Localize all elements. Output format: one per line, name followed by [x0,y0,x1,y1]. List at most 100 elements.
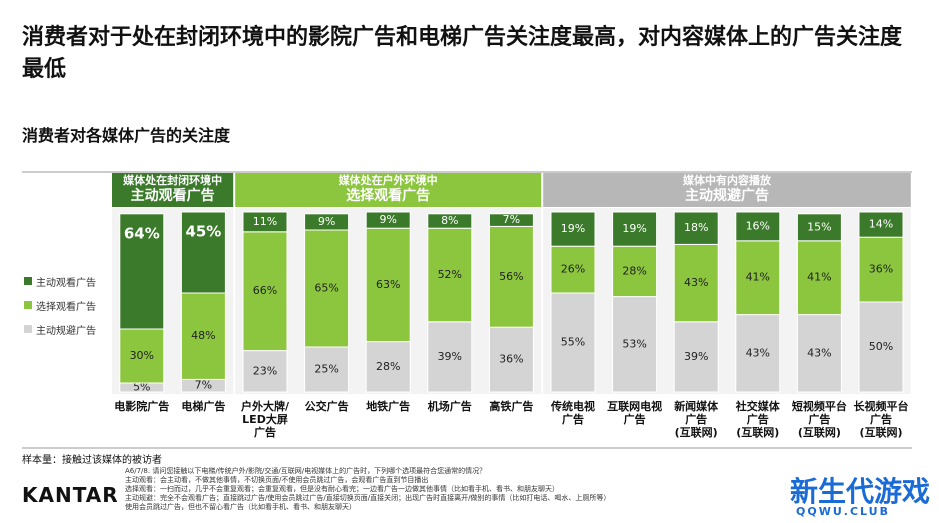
value-label: 15% [807,220,831,233]
legend-swatch [24,277,32,285]
value-label: 63% [376,278,400,291]
bar-segment [242,350,288,393]
value-label: 43% [746,346,770,359]
bar-segment [735,314,781,393]
group-header [543,173,911,207]
value-label: 55% [561,336,585,349]
x-tick-label: 短视频平台 广告 (互联网) [791,400,847,439]
legend-swatch [24,301,32,309]
legend-swatch [24,325,32,333]
bar-segment [673,211,719,245]
bar-segment [796,213,842,242]
x-tick-label: 地铁广告 [366,400,411,413]
x-tick-label: 长视频平台 广告 (互联网) [853,400,909,439]
bar-segment [488,213,534,227]
group-header [112,173,234,207]
x-tick-label: 机场广告 [427,400,472,413]
value-label: 43% [807,346,831,359]
bar-segment [180,211,226,294]
value-label: 28% [376,360,400,373]
legend-label: 主动规避广告 [36,326,96,337]
group-background [543,208,911,394]
bar-segment [796,314,842,393]
bar-segment [488,225,534,328]
x-tick-label: 电梯广告 [181,400,226,413]
page-title: 消费者对于处在封闭环境中的影院广告和电梯广告关注度最高，对内容媒体上的广告关注度… [22,25,903,82]
x-tick-label: 户外大牌/ LED大屏 广告 [240,400,290,439]
value-label: 41% [746,271,770,284]
x-tick-label: 高铁广告 [489,400,534,413]
bar-segment [304,346,350,393]
bar-segment [365,227,411,343]
value-label: 39% [684,350,708,363]
bar-segment [612,211,658,247]
value-label: 64% [124,224,160,242]
value-label: 9% [379,213,396,226]
bar-segment [550,211,596,247]
value-label: 50% [869,340,893,353]
bar-segment [858,211,904,238]
group-title: 主动规避广告 [684,188,769,204]
bar-segment [365,211,411,229]
value-label: 53% [622,337,646,350]
bar-segment [612,245,658,298]
x-tick-label: 公交广告 [304,400,349,413]
bar-segment [304,229,350,348]
value-label: 66% [253,284,277,297]
chart-title: 消费者对各媒体广告的关注度 [22,126,231,145]
value-label: 28% [622,264,646,277]
x-tick-label: 电影院广告 [114,400,170,413]
bar-segment [858,236,904,303]
value-label: 48% [191,329,215,342]
bar-segment [304,213,350,231]
value-label: 45% [185,223,221,241]
bar-segment [119,213,165,330]
group-name: 媒体处在封闭环境中 [123,174,223,187]
value-label: 18% [684,221,708,234]
legend-label: 选择观看广告 [36,302,96,313]
value-label: 36% [499,353,523,366]
value-label: 52% [438,268,462,281]
watermark: 新生代游戏 [790,475,931,508]
value-label: 23% [253,364,277,377]
question-notes: A6/7/8. 请问您接触以下电梯/传统户外/影院/交通/互联网/电视媒体上的广… [125,467,611,511]
group-name: 媒体处在户外环境中 [338,174,438,187]
bar-segment [242,211,288,233]
bar-segment [119,328,165,384]
value-label: 19% [622,222,646,235]
value-label: 7% [195,379,212,392]
value-label: 65% [314,282,338,295]
bar-segment [427,213,473,229]
value-label: 19% [561,222,585,235]
group-title: 选择观看广告 [346,188,431,204]
bar-segment [427,321,473,393]
group-title: 主动观看广告 [130,188,215,204]
bar-segment [365,341,411,393]
bar-segment [735,240,781,316]
group-label: 媒体中有内容播放 主动规避广告 [543,173,911,207]
value-label: 39% [438,350,462,363]
value-label: 30% [130,349,154,362]
logo: KANTAR [22,483,119,507]
value-label: 9% [318,215,335,228]
group-label: 媒体处在户外环境中 选择观看广告 [235,173,541,207]
value-label: 41% [807,271,831,284]
value-label: 26% [561,263,585,276]
bar-segment [242,231,288,352]
x-tick-label: 社交媒体 广告 (互联网) [735,400,780,439]
value-label: 56% [499,270,523,283]
value-label: 25% [314,363,338,376]
x-tick-label: 新闻媒体 广告 (互联网) [674,400,719,439]
x-tick-label: 互联网电视 广告 [607,400,663,426]
value-label: 8% [441,214,458,227]
value-label: 7% [503,213,520,226]
value-label: 43% [684,276,708,289]
bar-segment [673,321,719,393]
bar-segment [858,301,904,393]
group-label: 媒体处在封闭环境中 主动观看广告 [112,173,233,207]
sample-note: 样本量：接触过该媒体的被访者 [22,455,162,466]
value-label: 5% [133,381,150,394]
bar-segment [796,240,842,316]
